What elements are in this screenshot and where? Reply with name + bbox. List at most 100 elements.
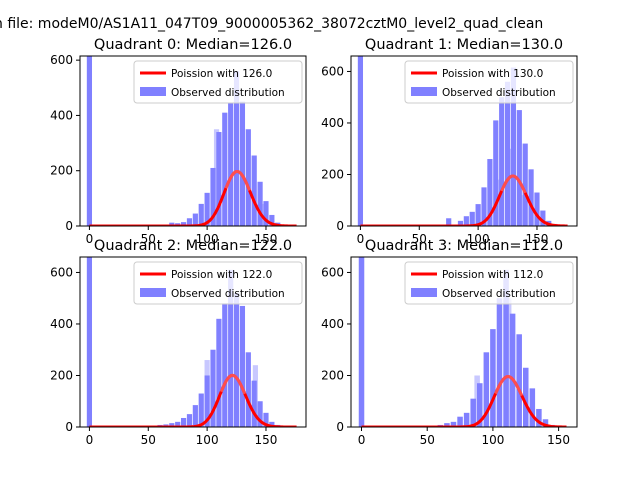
y-tick-label: 200 [50,368,73,382]
plot-area [358,257,567,427]
legend-label-poisson: Poission with 122.0 [171,269,272,281]
hist-bar-7 [493,120,499,226]
subplot-quadrant-0: Quadrant 0: Median=126.0 0 50 100 150 0 200 400… [50,37,307,246]
hist-bar-5 [481,187,487,226]
subplot-title: Quadrant 1: Median=130.0 [365,37,563,53]
hist-bar-1 [457,220,464,226]
hist-bar-13 [522,367,529,427]
hist-bar-3 [457,416,463,427]
hist-bar-4 [192,213,198,226]
hist-bar-4 [475,204,481,226]
axes-frame [350,256,578,428]
y-tick-label: 600 [50,53,73,67]
hist-bar-9 [496,298,503,427]
legend-label-observed: Observed distribution [171,288,285,300]
y-tick-label: 400 [50,317,73,331]
y-tick-label: 200 [321,167,344,181]
x-tick-label: 0 [358,433,366,447]
hist-bar-7 [198,393,204,427]
legend-patch-swatch [411,87,437,96]
y-tick-label: 200 [321,368,344,382]
figure-suptitle: n file: modeM0/AS1A11_047T09_9000005362_… [0,16,543,32]
y-tick-label: 400 [321,317,344,331]
x-tick-label: 100 [481,433,504,447]
hist-bar-9 [210,349,216,427]
legend-patch-swatch [140,288,166,297]
hist-bar-6 [487,159,493,226]
axes-frame [79,256,307,428]
hist-bar-5 [198,203,204,226]
hist-bar-6 [192,405,198,427]
hist-bar-zero [86,257,93,427]
legend-label-observed: Observed distribution [442,87,556,99]
axes-frame [350,55,578,227]
y-tick-label: 0 [65,219,73,233]
hist-bar-2 [169,423,175,427]
subplot-grid: Quadrant 0: Median=126.0 0 50 100 150 0 200 400… [50,37,578,447]
legend-patch-swatch [411,288,437,297]
hist-bar-11 [222,303,228,427]
x-tick-label: 100 [196,232,219,246]
x-tick-label: 50 [141,232,156,246]
plot-area [86,56,297,226]
hist-bar-2 [180,222,187,226]
x-tick-label: 0 [357,232,365,246]
hist-bar-15 [257,181,263,226]
subplot-quadrant-1: Quadrant 1: Median=130.0 0 50 100 150 0 200 400… [321,37,578,246]
hist-bar-15 [536,408,542,427]
hist-bar-11 [509,313,516,427]
x-tick-label: 150 [255,232,278,246]
hist-bar-8 [204,375,210,427]
legend-label-poisson: Poission with 130.0 [442,68,543,80]
legend: Poission with 122.0 Observed distribution [133,261,303,305]
hist-bar-2 [463,216,469,226]
legend: Poission with 130.0 Observed distribution [404,60,574,104]
hist-bar-16 [542,419,549,427]
hist-bar-1 [444,423,450,427]
hist-bar-3 [175,421,181,427]
legend-box [404,261,574,305]
y-tick-label: 400 [50,108,73,122]
hist-bar-11 [516,110,522,226]
hist-bar-10 [216,318,222,427]
hist-bar-9 [504,81,511,226]
hist-bar-8 [216,132,222,226]
hist-bar-3 [186,218,193,226]
hist-bar-12 [516,334,522,427]
hist-bar-13 [233,293,240,427]
y-tick-label: 600 [321,64,344,78]
hist-bar-8 [490,329,496,427]
legend-label-observed: Observed distribution [171,87,285,99]
subplot-title: Quadrant 0: Median=126.0 [94,37,292,53]
x-tick-label: 150 [526,232,549,246]
x-tick-label: 50 [420,433,435,447]
hist-bar-12 [239,101,246,226]
legend-box [133,261,303,305]
axes-frame [79,55,307,227]
x-tick-label: 150 [255,433,278,447]
x-tick-label: 50 [141,433,156,447]
legend: Poission with 126.0 Observed distribution [133,60,303,104]
legend-label-poisson: Poission with 126.0 [171,68,272,80]
subplot-title: Quadrant 2: Median=122.0 [94,238,292,254]
plot-area [357,56,568,226]
hist-bar-3 [469,211,475,226]
y-tick-label: 0 [336,420,344,434]
subplot-quadrant-2: Quadrant 2: Median=122.0 0 50 100 150 0 200 400… [50,238,307,447]
subplot-title: Quadrant 3: Median=112.0 [365,238,563,254]
y-tick-label: 600 [50,265,73,279]
hist-bar-10 [510,67,517,226]
hist-bar-4 [180,417,187,427]
hist-bar-14 [251,155,257,226]
x-tick-label: 0 [86,232,94,246]
hist-bar-0 [169,222,175,226]
legend: Poission with 112.0 Observed distribution [404,261,574,305]
hist-bar-6 [204,192,210,226]
hist-bar-17 [257,401,263,427]
hist-bar-16 [251,380,257,427]
x-tick-label: 100 [467,232,490,246]
y-tick-label: 0 [65,420,73,434]
legend-box [133,60,303,104]
hist-bar-19 [269,421,275,427]
